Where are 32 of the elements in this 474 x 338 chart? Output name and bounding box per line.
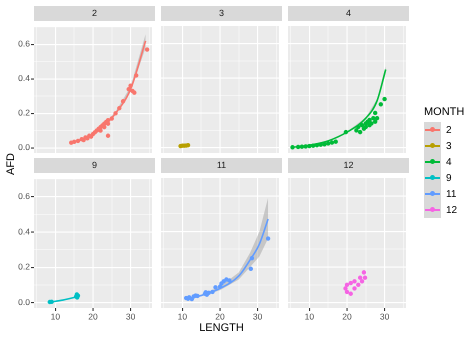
y-tick-label: 0.0: [18, 297, 30, 308]
chart-title: 9: [34, 158, 155, 173]
x-tick-label: 10: [178, 311, 188, 322]
chart-title: 3: [161, 6, 282, 21]
chart-title: 4: [288, 6, 409, 21]
chart-title: 2: [34, 6, 155, 21]
legend-label: 4: [446, 156, 452, 168]
y-tick-label: 0.4: [18, 73, 30, 84]
legend-label: 11: [446, 188, 456, 200]
y-tick-label: 0.0: [18, 142, 30, 152]
x-tick-label: 20: [88, 311, 98, 322]
y-tick-label: 0.6: [18, 191, 30, 202]
x-tick-label: 10: [304, 311, 314, 322]
x-tick-label: 30: [252, 311, 263, 322]
legend-title: MONTH: [424, 106, 464, 118]
x-tick-label: 20: [342, 311, 352, 322]
legend-label: 12: [446, 204, 458, 216]
y-tick-label: 0.4: [18, 226, 30, 236]
legend-label: 3: [446, 140, 452, 152]
x-tick-label: 10: [50, 311, 60, 322]
y-tick-label: 0.2: [18, 108, 30, 118]
x-tick-label: 20: [215, 311, 225, 322]
y-tick-label: 0.2: [18, 262, 30, 272]
legend-label: 9: [446, 172, 452, 184]
chart-title: 11: [161, 158, 282, 173]
x-tick-label: 30: [126, 311, 136, 322]
y-tick-label: 0.6: [18, 38, 30, 49]
x-tick-label: 30: [380, 311, 390, 322]
legend-label: 2: [446, 124, 452, 136]
chart-title: 12: [288, 158, 409, 173]
y-axis-title: AFD: [5, 152, 17, 177]
x-axis-title: LENGTH: [198, 322, 245, 334]
